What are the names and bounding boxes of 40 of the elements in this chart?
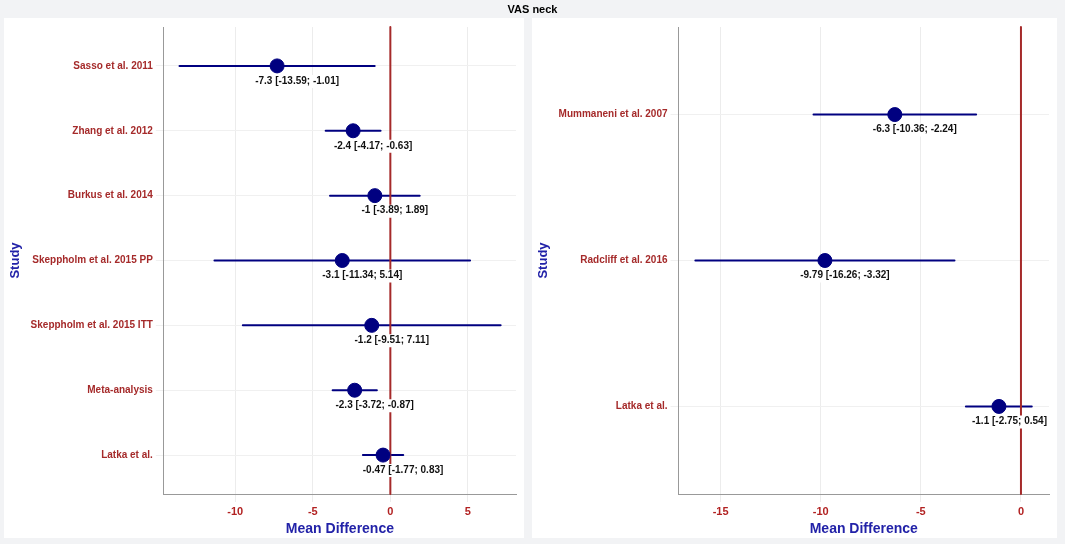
point <box>364 317 380 333</box>
data-label: -9.79 [-16.26; -3.32] <box>800 269 890 281</box>
x-tick-label: -10 <box>812 504 829 517</box>
y-tick-label: Skeppholm et al. 2015 ITT <box>30 319 153 331</box>
y-tick-label: Zhang et al. 2012 <box>72 124 154 136</box>
y-tick-label: Burkus et al. 2014 <box>67 189 154 201</box>
data-label: -1.1 [-2.75; 0.54] <box>971 415 1048 427</box>
point <box>347 382 363 398</box>
x-axis-title: Mean Difference <box>285 520 395 537</box>
x-tick-label: -5 <box>915 504 926 517</box>
data-label: -6.3 [-10.36; -2.24] <box>872 123 957 135</box>
data-label: -2.4 [-4.17; -0.63] <box>333 139 413 151</box>
x-tick-label: -5 <box>307 504 318 517</box>
x-tick-label: -10 <box>227 504 244 517</box>
point <box>367 188 383 204</box>
x-axis-title: Mean Difference <box>809 520 919 537</box>
y-tick-label: Mummaneni et al. 2007 <box>558 108 668 120</box>
data-label: -2.3 [-3.72; -0.87] <box>335 398 414 410</box>
chart-title: VAS neck <box>506 2 559 17</box>
y-tick-label: Latka et al. <box>101 448 154 460</box>
point <box>269 58 285 74</box>
data-label: -0.47 [-1.77; 0.83] <box>362 463 444 475</box>
x-tick-label: -15 <box>712 504 729 517</box>
y-tick-label: Radcliff et al. 2016 <box>580 254 668 266</box>
y-tick-label: Latka et al. <box>615 400 668 412</box>
y-axis-title: Study <box>535 241 551 279</box>
point <box>345 123 361 139</box>
data-label: -1.2 [-9.51; 7.11] <box>354 334 429 346</box>
x-tick-label: 0 <box>1017 504 1025 517</box>
data-label: -3.1 [-11.34; 5.14] <box>322 269 403 281</box>
x-tick-label: 0 <box>387 504 394 517</box>
y-axis-title: Study <box>7 241 23 279</box>
point <box>334 253 350 268</box>
data-label: -7.3 [-13.59; -1.01] <box>255 74 340 86</box>
point <box>375 447 391 463</box>
data-label: -1 [-3.89; 1.89] <box>361 204 429 216</box>
y-tick-label: Sasso et al. 2011 <box>73 59 154 71</box>
y-tick-label: Skeppholm et al. 2015 PP <box>32 254 154 266</box>
y-tick-label: Meta-analysis <box>87 383 154 395</box>
x-tick-label: 5 <box>464 504 471 517</box>
